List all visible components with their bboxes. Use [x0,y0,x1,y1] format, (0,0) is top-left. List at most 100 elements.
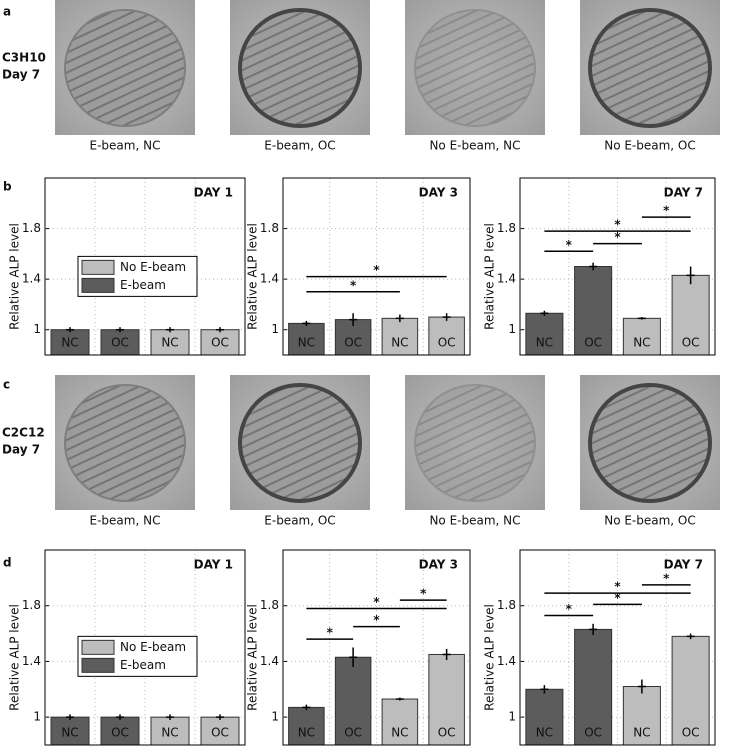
plot-frame [44,177,246,356]
significance-label: * [566,238,573,252]
plot-frame [282,177,471,356]
y-tick-label: 1.4 [22,272,41,286]
category-label: NC [536,726,553,740]
category-label: OC [211,336,229,350]
y-tick-label: 1.4 [260,272,279,286]
legend-label: E-beam [120,278,166,292]
photo-caption: No E-beam, OC [604,514,696,528]
category-label: OC [682,336,700,350]
row-label: C2C12 [2,426,45,440]
significance-label: * [373,595,380,609]
legend-swatch [81,259,115,275]
category-label: NC [161,726,178,740]
category-label: OC [584,336,602,350]
scaffold [414,384,536,502]
panel-label: a [3,5,11,19]
category-label: NC [633,726,650,740]
chart-title: DAY 1 [194,186,233,200]
chart-title: DAY 1 [194,558,233,572]
bar [334,656,372,746]
y-tick-label: 1.4 [22,654,41,668]
category-label: NC [391,726,408,740]
bar [574,266,613,356]
row-label: Day 7 [2,68,40,82]
y-axis-label: Relative ALP level [8,223,22,330]
y-tick-label: 1.4 [497,654,516,668]
bar [200,329,240,356]
category-label: OC [211,726,229,740]
scaffold [64,9,186,127]
category-label: NC [298,726,315,740]
bar [288,706,325,746]
y-tick-label: 1.8 [22,221,41,235]
y-tick-label: 1 [33,322,41,336]
scaffold [238,383,362,503]
significance-label: * [327,626,334,640]
category-label: OC [111,336,129,350]
chart-title: DAY 7 [664,186,703,200]
y-tick-label: 1.8 [22,598,41,612]
significance-label: * [373,263,380,277]
bar [150,329,190,356]
category-label: NC [633,336,650,350]
y-axis-label: Relative ALP level [246,604,260,711]
significance-label: * [614,591,621,605]
chart-title: DAY 3 [419,186,458,200]
y-tick-label: 1.8 [497,221,516,235]
plot-frame [44,549,246,746]
legend-swatch [81,657,115,673]
legend-swatch [81,277,115,293]
y-axis-label: Relative ALP level [246,223,260,330]
category-label: OC [111,726,129,740]
bar [50,716,90,746]
bar [381,698,419,746]
row-label: C3H10 [2,51,46,65]
significance-label: * [614,580,621,594]
scaffold [414,9,536,127]
significance-label: * [373,613,380,627]
significance-label: * [663,204,670,218]
significance-label: * [614,230,621,244]
scaffold [588,8,712,128]
panel-label: b [3,180,12,194]
legend-label: E-beam [120,658,166,672]
significance-label: * [350,278,357,292]
panel-label: d [3,556,12,570]
category-label: OC [438,726,456,740]
category-label: OC [344,336,362,350]
category-label: OC [344,726,362,740]
y-axis-label: Relative ALP level [483,223,497,330]
category-label: NC [61,726,78,740]
bar [428,653,465,746]
category-label: NC [161,336,178,350]
bar [525,312,564,356]
significance-label: * [614,218,621,232]
photo-caption: No E-beam, OC [604,139,696,153]
photo-caption: No E-beam, NC [429,139,520,153]
scaffold [238,8,362,128]
photo-caption: E-beam, OC [264,139,335,153]
y-axis-label: Relative ALP level [483,604,497,711]
category-label: OC [682,726,700,740]
bar [622,686,661,746]
photo-caption: E-beam, OC [264,514,335,528]
photo-caption: E-beam, NC [90,139,161,153]
scaffold [588,383,712,503]
y-tick-label: 1.8 [260,221,279,235]
y-tick-label: 1 [508,322,516,336]
category-label: OC [438,336,456,350]
bar [288,322,325,356]
legend-swatch [81,639,115,655]
photo-caption: E-beam, NC [90,514,161,528]
significance-label: * [420,587,427,601]
category-label: OC [584,726,602,740]
y-tick-label: 1 [33,710,41,724]
chart-title: DAY 7 [664,558,703,572]
scaffold [64,384,186,502]
category-label: NC [391,336,408,350]
y-axis-label: Relative ALP level [8,604,22,711]
y-tick-label: 1.8 [497,598,516,612]
plot-frame [519,549,716,746]
plot-frame [282,549,471,746]
